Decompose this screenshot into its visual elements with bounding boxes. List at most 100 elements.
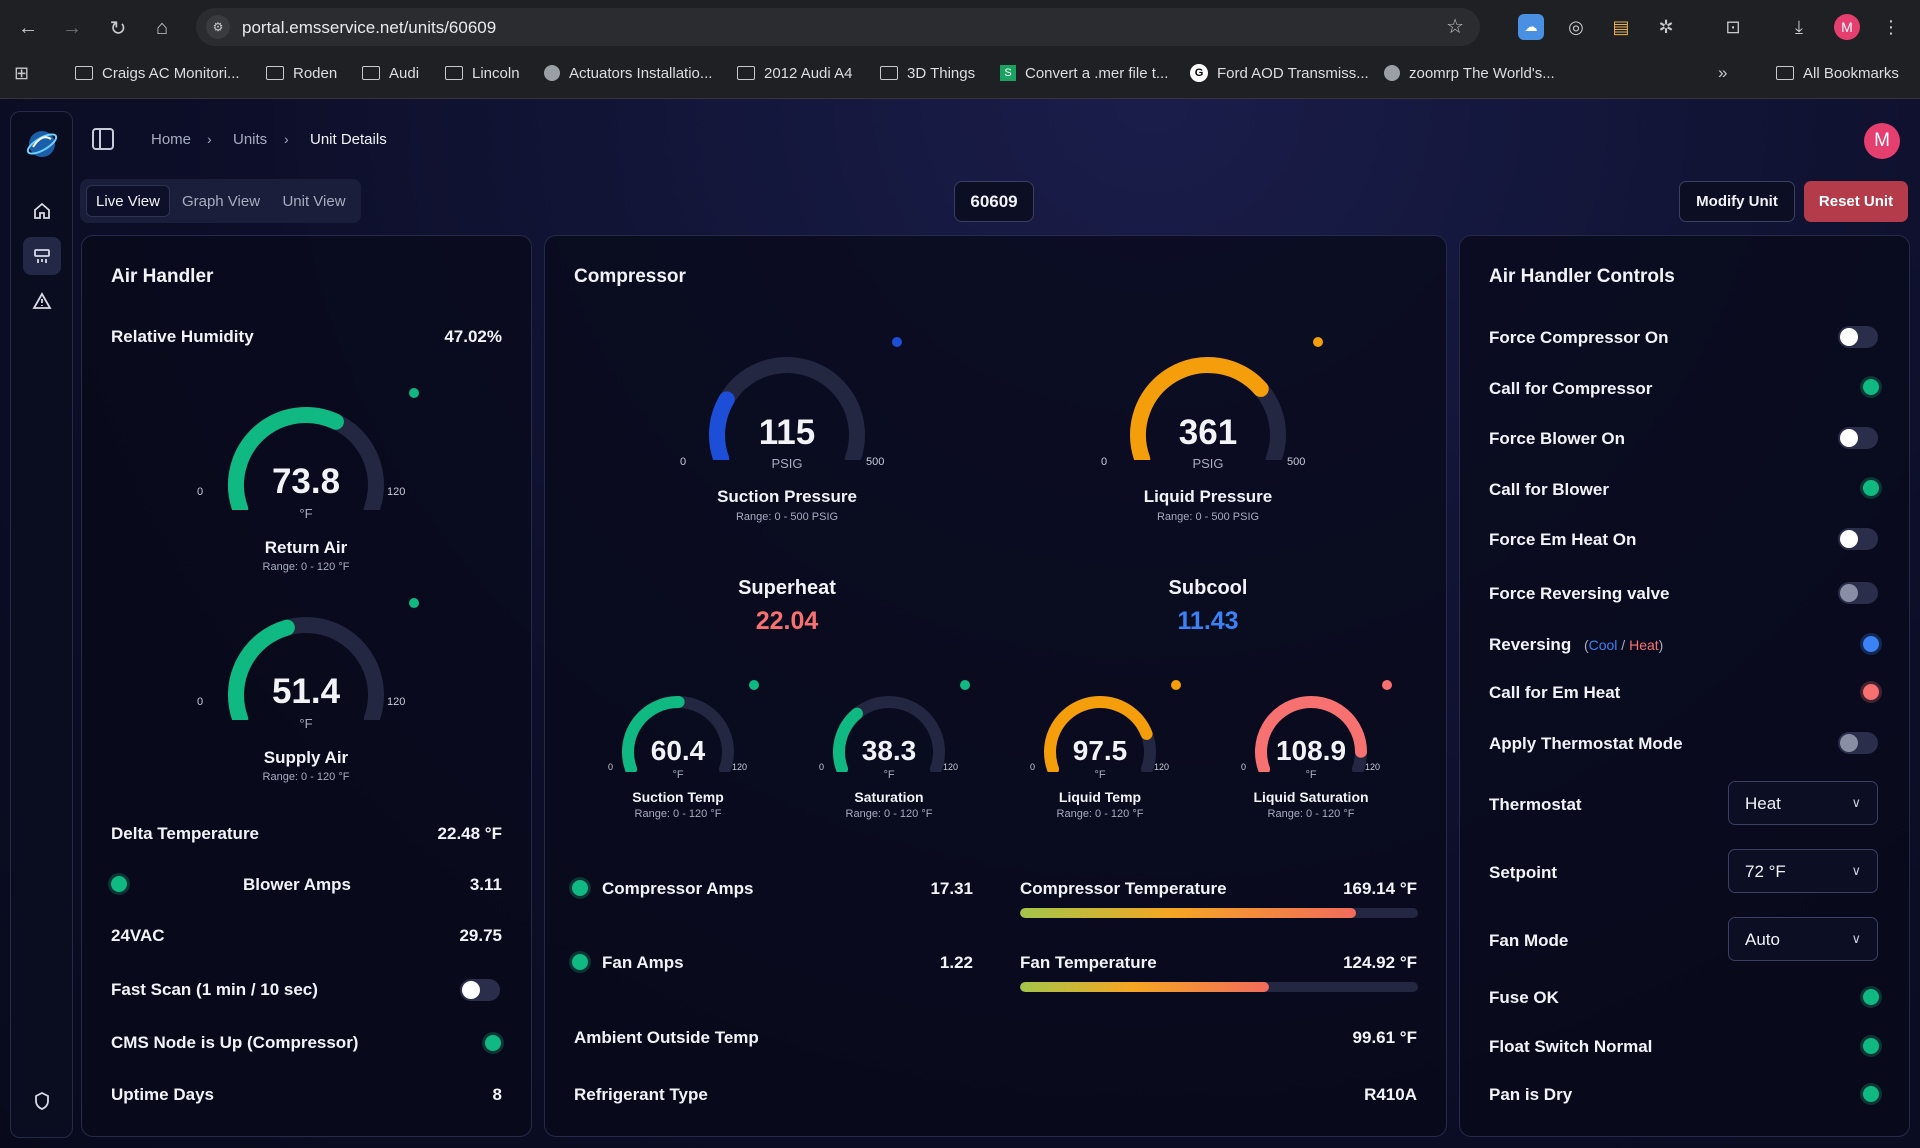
- toggle-knob: [1840, 734, 1858, 752]
- gauge-max: 500: [866, 456, 885, 468]
- home-icon[interactable]: ⌂: [155, 16, 169, 39]
- bookmark-item[interactable]: Actuators Installatio...: [544, 62, 712, 84]
- sidebar-rail: [10, 111, 73, 1138]
- subcool-value: 11.43: [1177, 607, 1239, 635]
- search-tab-icon[interactable]: ⊡: [1725, 16, 1741, 37]
- gauge-fill: [1255, 696, 1367, 776]
- url-text[interactable]: portal.emsservice.net/units/60609: [242, 18, 497, 37]
- gauge-fill: [709, 391, 735, 467]
- compressor-temp-value: 169.14 °F: [1343, 879, 1417, 898]
- breadcrumb-units[interactable]: Units: [233, 131, 268, 148]
- gauge-arc: [1044, 696, 1156, 776]
- bookmark-label: Craigs AC Monitori...: [102, 64, 240, 82]
- humidity-value: 47.02%: [444, 327, 502, 346]
- compressor-card: Compressor 115 PSIG 0 500 Suction Pressu…: [544, 235, 1447, 1137]
- fan-mode-select[interactable]: Auto ∨: [1728, 917, 1878, 961]
- all-bookmarks[interactable]: All Bookmarks: [1776, 62, 1899, 84]
- apply-thermostat-mode-toggle[interactable]: [1838, 732, 1878, 754]
- gauge-min: 0: [1101, 456, 1108, 468]
- fan-temp-bar: [1020, 982, 1418, 992]
- modify-unit-button[interactable]: Modify Unit: [1679, 181, 1795, 222]
- gauge-name: Liquid Saturation: [1253, 789, 1369, 805]
- force-reversing-label: Force Reversing valve: [1489, 584, 1670, 603]
- bookmark-item[interactable]: Lincoln: [445, 62, 520, 84]
- force-reversing-toggle[interactable]: [1838, 582, 1878, 604]
- force-blower-toggle[interactable]: [1838, 427, 1878, 449]
- address-bar[interactable]: ⚙ portal.emsservice.net/units/60609 ☆: [196, 8, 1480, 46]
- force-blower-label: Force Blower On: [1489, 429, 1626, 448]
- units-icon[interactable]: [23, 237, 61, 275]
- wallet-extension-icon[interactable]: ▤: [1612, 16, 1630, 37]
- fan-amps-label: Fan Amps: [602, 953, 684, 972]
- force-compressor-toggle[interactable]: [1838, 326, 1878, 348]
- fast-scan-toggle[interactable]: [460, 979, 500, 1001]
- gauge-range: Range: 0 - 500 PSIG: [1156, 511, 1260, 523]
- tab-graph-view[interactable]: Graph View: [181, 192, 261, 210]
- force-em-heat-label: Force Em Heat On: [1489, 530, 1637, 549]
- humidity-label: Relative Humidity: [111, 327, 254, 346]
- liquid-temp-gauge: 97.5 °F 0 120 Liquid Temp Range: 0 - 120…: [1030, 680, 1181, 820]
- bookmark-label: Ford AOD Transmiss...: [1217, 64, 1369, 82]
- gauge-range: Range: 0 - 120 °F: [1267, 808, 1355, 820]
- breadcrumb-home[interactable]: Home: [151, 131, 192, 148]
- bookmark-star-icon[interactable]: ☆: [1446, 16, 1464, 38]
- menu-kebab-icon[interactable]: ⋮: [1882, 16, 1900, 37]
- gauge-max: 500: [1287, 456, 1306, 468]
- more-bookmarks-icon[interactable]: »: [1718, 63, 1728, 82]
- forward-icon[interactable]: →: [62, 16, 82, 39]
- tab-live-view[interactable]: Live View: [86, 185, 170, 217]
- vac-value: 29.75: [459, 926, 502, 945]
- force-em-heat-toggle[interactable]: [1838, 528, 1878, 550]
- gauge-fill: [228, 407, 344, 517]
- gauge-name: Suction Pressure: [717, 487, 857, 506]
- gauge-max: 120: [732, 762, 748, 772]
- pan-dry-label: Pan is Dry: [1489, 1085, 1573, 1104]
- status-dot: [409, 388, 419, 398]
- bookmark-item[interactable]: S Convert a .mer file t...: [1000, 62, 1168, 84]
- back-icon[interactable]: ←: [18, 16, 38, 39]
- toggle-knob: [1840, 328, 1858, 346]
- shield-icon[interactable]: [23, 1082, 61, 1120]
- browser-profile-avatar[interactable]: M: [1834, 14, 1860, 40]
- compressor-amps-indicator: [572, 880, 588, 896]
- compressor-amps-value: 17.31: [930, 879, 973, 898]
- grammarly-extension-icon[interactable]: ◎: [1568, 16, 1584, 37]
- bookmark-item[interactable]: Roden: [266, 62, 337, 84]
- home-icon[interactable]: [23, 192, 61, 230]
- folder-icon: [362, 66, 380, 80]
- gauge-range: Range: 0 - 120 °F: [1056, 808, 1144, 820]
- refrigerant-label: Refrigerant Type: [574, 1085, 708, 1104]
- setpoint-select[interactable]: 72 °F ∨: [1728, 849, 1878, 893]
- folder-icon: [75, 66, 93, 80]
- suction-temp-gauge: 60.4 °F 0 120 Suction Temp Range: 0 - 12…: [608, 680, 759, 820]
- gauge-fill: [833, 707, 863, 776]
- liquid-pressure-gauge: 361 PSIG 0 500 Liquid Pressure Range: 0 …: [1101, 337, 1323, 523]
- sidebar-toggle-icon[interactable]: [92, 128, 114, 150]
- bookmark-label: Actuators Installatio...: [569, 64, 713, 82]
- brand-logo[interactable]: [25, 127, 59, 161]
- bookmark-item[interactable]: 3D Things: [880, 62, 975, 84]
- reload-icon[interactable]: ↻: [109, 17, 127, 40]
- bookmark-item[interactable]: Craigs AC Monitori...: [75, 62, 240, 84]
- thermostat-select[interactable]: Heat ∨: [1728, 781, 1878, 825]
- bookmark-item[interactable]: Audi: [362, 62, 419, 84]
- browser-toolbar: ← → ↻ ⌂ ⚙ portal.emsservice.net/units/60…: [0, 0, 1920, 55]
- toggle-knob: [1840, 429, 1858, 447]
- setpoint-label: Setpoint: [1489, 863, 1557, 882]
- extensions-puzzle-icon[interactable]: ✲: [1658, 16, 1674, 37]
- site-info-icon[interactable]: ⚙: [206, 15, 230, 39]
- reversing-label: Reversing (Cool / Heat): [1489, 635, 1663, 655]
- tab-unit-view[interactable]: Unit View: [282, 192, 346, 210]
- cloud-extension-icon[interactable]: ☁: [1518, 14, 1544, 40]
- bookmark-item[interactable]: G Ford AOD Transmiss...: [1190, 62, 1369, 84]
- reset-unit-button[interactable]: Reset Unit: [1804, 181, 1908, 222]
- bookmark-item[interactable]: 2012 Audi A4: [737, 62, 852, 84]
- gauge-value: 51.4: [271, 672, 341, 711]
- status-dot: [960, 680, 970, 690]
- download-icon[interactable]: ⤓: [1795, 16, 1803, 37]
- folder-icon: [1776, 66, 1794, 80]
- alert-icon[interactable]: [23, 282, 61, 320]
- bookmark-item[interactable]: zoomrp The World's...: [1384, 62, 1555, 84]
- apps-grid-icon[interactable]: ⊞: [14, 62, 30, 83]
- user-avatar[interactable]: M: [1864, 123, 1900, 159]
